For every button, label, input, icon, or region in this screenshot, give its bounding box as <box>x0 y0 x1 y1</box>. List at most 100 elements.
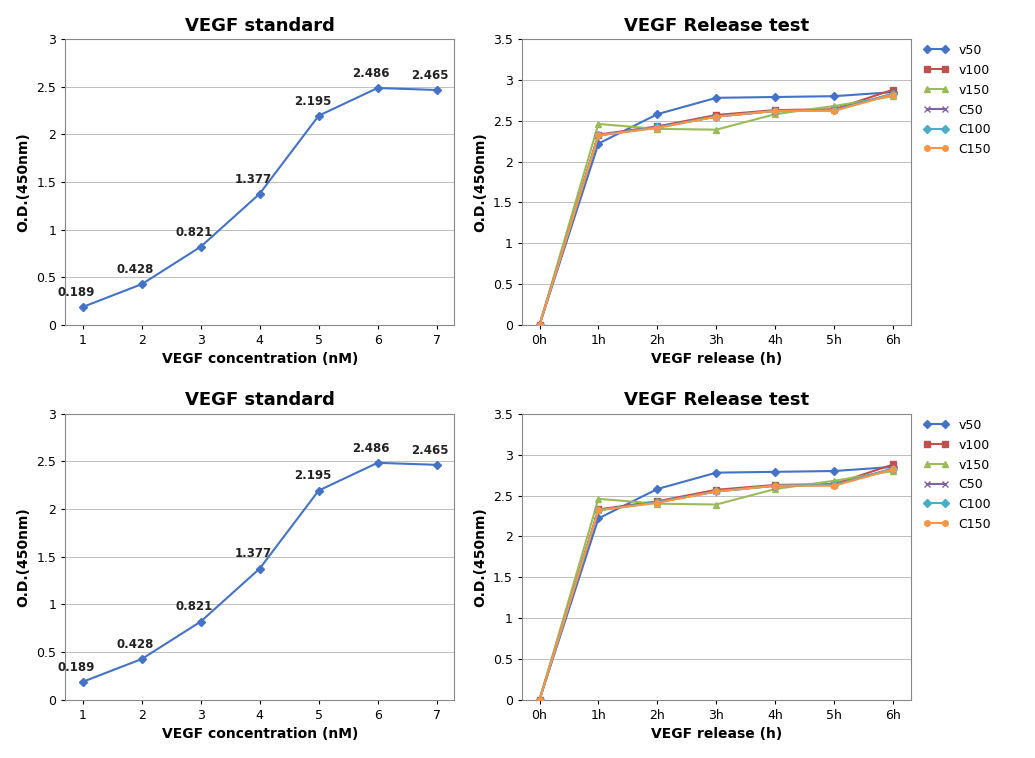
C100 <box>887 464 899 473</box>
v100 <box>887 460 899 469</box>
v150 <box>651 500 663 509</box>
Text: 2.486: 2.486 <box>353 67 390 80</box>
v150 <box>710 500 722 509</box>
Text: 2.465: 2.465 <box>412 69 449 82</box>
v150 <box>651 124 663 133</box>
v150 <box>592 494 604 503</box>
C150 <box>887 90 899 99</box>
v50 <box>533 321 545 330</box>
C50 <box>651 123 663 132</box>
Line: v50: v50 <box>537 89 896 327</box>
Legend: v50, v100, v150, C50, C100, C150: v50, v100, v150, C50, C100, C150 <box>919 414 997 536</box>
C50 <box>592 131 604 140</box>
C150 <box>533 321 545 330</box>
v50 <box>710 468 722 478</box>
v50 <box>651 110 663 119</box>
C50 <box>828 105 840 114</box>
Line: C150: C150 <box>537 92 896 327</box>
C50 <box>533 695 545 704</box>
C100 <box>710 487 722 496</box>
v100 <box>710 111 722 120</box>
C150 <box>710 487 722 496</box>
v150 <box>769 110 781 119</box>
C100 <box>533 695 545 704</box>
C150 <box>769 481 781 490</box>
v150 <box>828 476 840 485</box>
v100 <box>651 122 663 131</box>
Y-axis label: O.D.(450nm): O.D.(450nm) <box>17 507 31 606</box>
C100 <box>651 497 663 506</box>
C150 <box>769 106 781 115</box>
C150 <box>828 106 840 115</box>
C150 <box>651 498 663 507</box>
Title: VEGF Release test: VEGF Release test <box>624 391 809 409</box>
v100 <box>887 85 899 94</box>
v50 <box>887 88 899 97</box>
C100 <box>769 481 781 490</box>
Text: 2.195: 2.195 <box>294 469 331 482</box>
Text: 2.195: 2.195 <box>294 95 331 108</box>
v150 <box>887 466 899 475</box>
C50 <box>592 506 604 515</box>
v50 <box>769 467 781 476</box>
Text: 0.821: 0.821 <box>176 600 213 613</box>
C50 <box>769 106 781 115</box>
Title: VEGF standard: VEGF standard <box>185 391 334 409</box>
Line: v100: v100 <box>537 87 896 327</box>
v50 <box>828 92 840 101</box>
v150 <box>769 484 781 493</box>
Line: C100: C100 <box>537 465 896 703</box>
C50 <box>710 487 722 496</box>
Title: VEGF standard: VEGF standard <box>185 17 334 35</box>
C50 <box>887 89 899 99</box>
Line: v150: v150 <box>537 93 896 327</box>
X-axis label: VEGF release (h): VEGF release (h) <box>651 352 781 367</box>
Text: 0.428: 0.428 <box>117 637 154 651</box>
v100 <box>828 105 840 114</box>
C150 <box>651 124 663 133</box>
Line: C150: C150 <box>537 467 896 703</box>
Title: VEGF Release test: VEGF Release test <box>624 17 809 35</box>
v100 <box>828 480 840 489</box>
Text: 1.377: 1.377 <box>235 547 272 560</box>
v150 <box>533 321 545 330</box>
Legend: v50, v100, v150, C50, C100, C150: v50, v100, v150, C50, C100, C150 <box>919 39 997 161</box>
Text: 0.428: 0.428 <box>117 263 154 276</box>
C50 <box>828 481 840 490</box>
X-axis label: VEGF release (h): VEGF release (h) <box>651 728 781 741</box>
v100 <box>769 481 781 490</box>
C50 <box>887 464 899 473</box>
v100 <box>533 321 545 330</box>
v100 <box>710 485 722 494</box>
v150 <box>710 125 722 134</box>
Line: v50: v50 <box>537 464 896 703</box>
Line: C100: C100 <box>537 91 896 327</box>
X-axis label: VEGF concentration (nM): VEGF concentration (nM) <box>161 352 358 367</box>
C50 <box>651 497 663 506</box>
C150 <box>533 695 545 704</box>
v150 <box>533 695 545 704</box>
v50 <box>887 462 899 471</box>
C50 <box>710 112 722 121</box>
C100 <box>651 123 663 132</box>
C100 <box>533 321 545 330</box>
Text: 1.377: 1.377 <box>235 173 272 186</box>
C150 <box>710 112 722 121</box>
v150 <box>828 102 840 111</box>
C150 <box>887 465 899 474</box>
v50 <box>533 695 545 704</box>
v50 <box>710 93 722 102</box>
C50 <box>769 481 781 490</box>
Text: 0.189: 0.189 <box>58 661 95 674</box>
C100 <box>828 105 840 114</box>
Line: v100: v100 <box>537 462 896 703</box>
v50 <box>828 466 840 475</box>
C150 <box>828 481 840 490</box>
Y-axis label: O.D.(450nm): O.D.(450nm) <box>473 507 487 606</box>
Text: 0.821: 0.821 <box>176 226 213 239</box>
C150 <box>592 506 604 515</box>
C100 <box>592 506 604 515</box>
v150 <box>887 92 899 101</box>
C50 <box>533 321 545 330</box>
X-axis label: VEGF concentration (nM): VEGF concentration (nM) <box>161 728 358 741</box>
